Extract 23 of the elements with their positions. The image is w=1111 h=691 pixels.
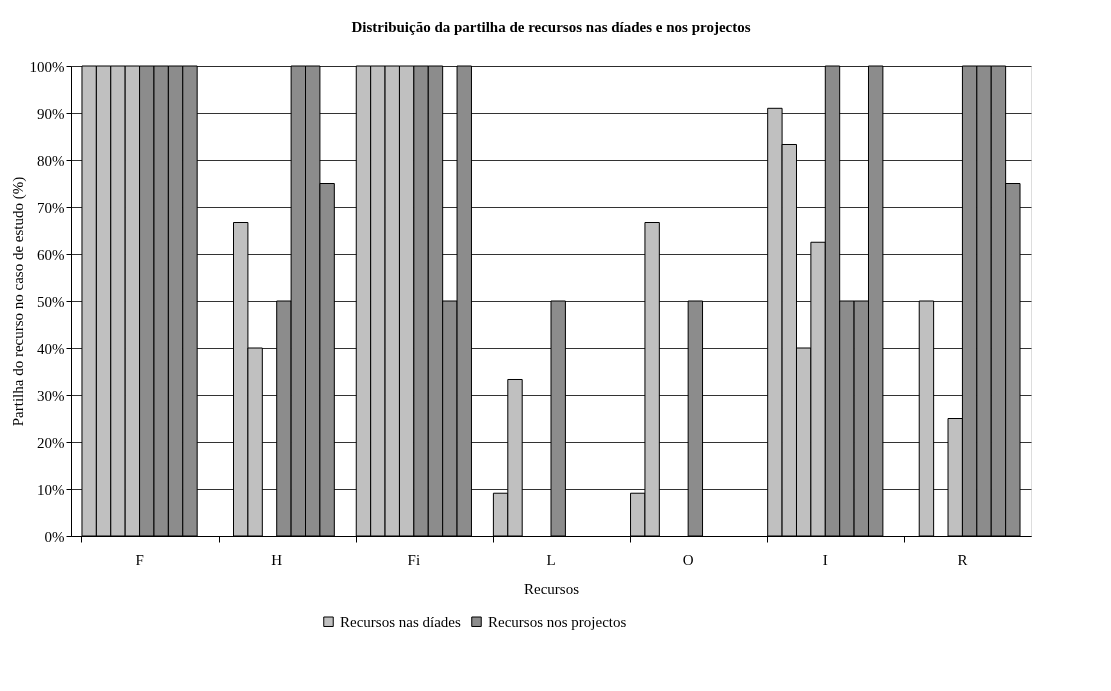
y-tick-label: 20%	[37, 434, 65, 451]
y-tick-label: 50%	[37, 293, 65, 310]
x-tick-label: O	[682, 551, 694, 568]
y-tick-label: 30%	[37, 387, 65, 404]
y-tick-label: 10%	[37, 481, 65, 498]
y-tick-label: 70%	[37, 199, 65, 216]
x-tick-label: F	[135, 551, 144, 568]
x-tick-label: I	[822, 551, 828, 568]
y-tick-label: 0%	[44, 528, 65, 545]
y-tick-label: 60%	[37, 246, 65, 263]
x-tick-label: H	[271, 551, 283, 568]
legend-label: Recursos nas díades	[340, 613, 461, 630]
x-tick-label: Fi	[407, 551, 421, 568]
y-tick-label: 40%	[37, 340, 65, 357]
x-tick-label: L	[546, 551, 556, 568]
x-axis-title: Recursos	[524, 580, 580, 597]
y-tick-label: 100%	[29, 58, 65, 75]
legend-label: Recursos nos projectos	[488, 613, 627, 630]
y-axis-title: Partilha do recurso no caso de estudo (%)	[9, 176, 27, 427]
y-tick-label: 80%	[37, 152, 65, 169]
chart-title: Distribuição da partilha de recursos nas díades e nos projectos	[351, 19, 751, 35]
y-tick-label: 90%	[37, 105, 65, 122]
x-tick-label: R	[957, 551, 968, 568]
